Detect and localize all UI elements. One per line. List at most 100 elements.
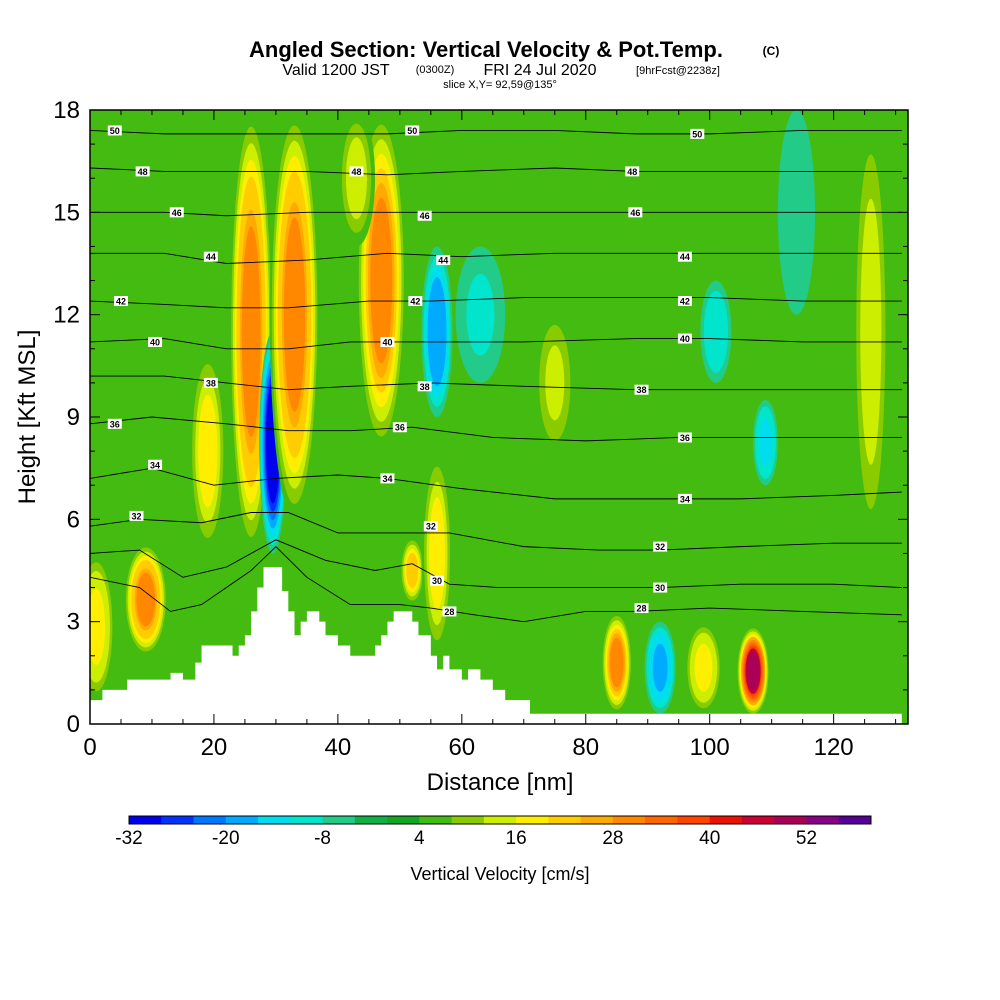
colorbar-swatch [225,816,259,824]
contour-label-text: 42 [116,297,126,307]
contour-label-box [203,377,218,388]
contour-label-box [653,582,668,593]
contour-label: 30 [430,575,445,586]
colorbar-tick-label: -32 [115,828,142,849]
contour-label-box [677,493,692,504]
subtitle-utc-time: (0300Z) [416,64,455,76]
contour-label-box [423,521,438,532]
theta-contour-50 [90,130,902,135]
velocity-column [124,543,168,656]
colorbar-swatch [322,816,356,824]
subtitle-date: FRI 24 Jul 2020 [484,62,597,79]
contour-label: 36 [107,418,122,429]
colorbar-swatch [645,816,678,824]
contour-label-box [148,459,163,470]
x-tick-label: 80 [572,734,599,761]
velocity-column [455,246,506,383]
contour-label-text: 40 [680,334,690,344]
colorbar-swatch [193,816,227,824]
colorbar-tick-label: 4 [414,828,425,849]
contour-label-box [417,381,432,392]
colorbar-swatch [290,816,324,824]
colorbar-tick-label: 16 [506,828,527,849]
velocity-band [198,394,218,508]
velocity-column [399,536,425,605]
y-tick-label: 6 [67,506,80,533]
velocity-band [466,273,495,356]
colorbar-swatch [774,816,807,824]
velocity-band [429,287,445,377]
contour-labels: 50 50 50 48 48 48 46 46 46 44 44 44 42 42 42 40 40 40 38 38… [107,125,705,617]
theta-contour-36 [90,416,902,442]
plot-area: 50 50 50 48 48 48 46 46 46 44 44 44 42 42 42 40 40 40 38 38… [90,110,908,724]
colorbar-swatch [387,816,420,824]
colorbar-swatch [419,816,453,824]
y-axis-title: Height [Kft MSL] [14,330,41,505]
contour-label-box [634,603,649,614]
velocity-band [707,301,725,363]
contour-label-box [349,166,364,177]
y-tick-label: 12 [53,302,80,329]
contour-label-box [148,336,163,347]
contour-label-text: 40 [150,337,160,347]
contour-label-box [653,541,668,552]
colorbar-tick-label: -8 [314,828,331,849]
terrain [90,567,908,724]
velocity-band [406,552,419,589]
contour-label-text: 50 [407,126,417,136]
contour-label-box [436,255,451,266]
colorbar-tick-label: -20 [212,828,239,849]
velocity-band [283,217,306,412]
contour-label-text: 30 [655,583,665,593]
contour-label-text: 48 [138,167,148,177]
velocity-column [700,280,732,383]
colorbar-swatch [451,816,485,824]
velocity-column [337,110,376,247]
contour-label-text: 50 [692,129,702,139]
velocity-band [241,226,261,438]
velocity-column [644,621,676,714]
colorbar-tick-label: 52 [796,828,817,849]
contour-label-text: 36 [110,419,120,429]
theta-contour-48 [90,167,902,176]
contour-label-text: 28 [637,604,647,614]
contour-label-box [169,207,184,218]
colorbar-swatch [516,816,549,824]
colorbar-title: Vertical Velocity [cm/s] [410,864,589,884]
theta-contour-42 [90,297,902,309]
velocity-band [860,198,882,465]
velocity-column [684,621,723,714]
colorbar-swatch [709,816,743,824]
contour-label-box [677,251,692,262]
contour-label-box [380,336,395,347]
contour-label: 44 [203,251,218,262]
contour-label: 40 [677,333,692,344]
contour-label-box [405,125,420,136]
contour-label: 32 [129,510,144,521]
x-tick-label: 0 [83,734,96,761]
contour-label: 38 [417,381,432,392]
colorbar-swatch [483,816,517,824]
colorbar-swatch [741,816,775,824]
theta-contour-32 [90,512,902,551]
x-axis-title: Distance [nm] [427,769,574,796]
contour-label-box [417,210,432,221]
contour-label-box [430,575,445,586]
contour-label: 36 [392,422,407,433]
y-tick-label: 15 [53,199,80,226]
contour-label-box [625,166,640,177]
contour-label: 42 [113,296,128,307]
colorbar-swatch [677,816,711,824]
contour-label-box [690,128,705,139]
contour-label-box [408,296,423,307]
colorbar-swatch [580,816,614,824]
y-tick-label: 0 [67,711,80,738]
velocity-band [370,197,393,364]
x-axis: 0 20 40 60 80 100 120 [83,110,897,761]
y-tick-label: 18 [53,97,80,124]
contour-label: 28 [634,603,649,614]
y-tick-label: 9 [67,404,80,431]
contour-label: 32 [653,541,668,552]
contour-label-box [203,251,218,262]
